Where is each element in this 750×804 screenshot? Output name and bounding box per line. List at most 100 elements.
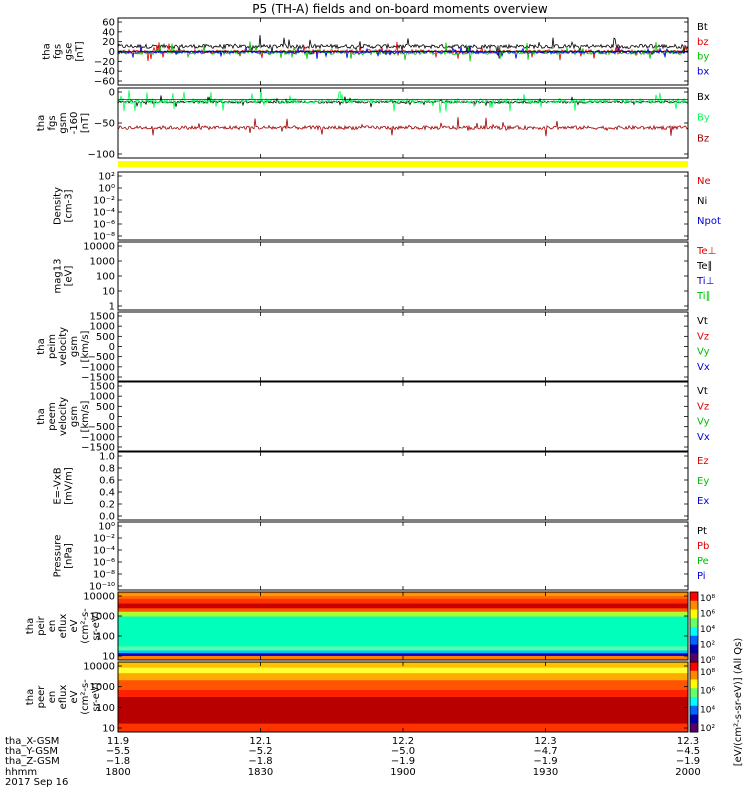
heatmap-band xyxy=(118,646,688,651)
y-tick-label: −1000 xyxy=(81,432,115,443)
y-tick-label: 10 xyxy=(102,724,115,735)
y-axis-label-line: [km/s] xyxy=(80,330,91,362)
legend-By: By xyxy=(697,113,710,124)
y-tick-label: 10000 xyxy=(83,242,115,253)
y-axis-label-line: peir xyxy=(36,615,47,635)
y-axis-label-line: eflux xyxy=(58,614,69,639)
y-axis-label: tha peem velocity gsm [km/s] xyxy=(36,397,91,436)
series-line-Bz xyxy=(117,117,689,137)
y-axis-label: tha peir en eflux eV (cm²-s-sr-eV) xyxy=(25,608,102,644)
heatmap-band xyxy=(118,667,688,674)
y-axis-label-line: gse xyxy=(64,43,75,61)
y-tick-label: 1000 xyxy=(90,392,115,403)
y-axis-label-line: [nT] xyxy=(80,113,91,133)
colorbar-tick-label: 10⁸ xyxy=(700,594,715,604)
legend-Vt: Vt xyxy=(697,386,708,397)
heatmap-band xyxy=(118,673,688,681)
series-line-By xyxy=(117,88,689,113)
y-axis-label-line: eV xyxy=(69,690,80,703)
y-axis-label: tha fgs gsm -160 [nT] xyxy=(36,112,91,135)
y-tick-label: 10⁻⁴ xyxy=(93,208,115,219)
heatmap-band xyxy=(118,650,688,654)
y-axis-label-line: gsm xyxy=(58,112,69,133)
x-tick-label: −1.8 xyxy=(106,756,130,767)
y-tick-label: 1.0 xyxy=(99,452,115,463)
y-axis-label-line: tha xyxy=(36,408,47,424)
legend-Te⊥: Te⊥ xyxy=(696,246,716,257)
x-row-label: hhmm xyxy=(5,767,37,778)
x-tick-label: −1.8 xyxy=(248,756,272,767)
heatmap-band xyxy=(118,653,688,657)
x-tick-label: 12.3 xyxy=(534,736,556,747)
y-tick-label: −20 xyxy=(94,57,115,68)
heatmap-band xyxy=(118,680,688,691)
heatmap-band xyxy=(118,611,688,617)
x-tick-label: 1830 xyxy=(248,767,273,778)
legend-Bx: Bx xyxy=(697,92,710,103)
x-tick-label: −1.9 xyxy=(391,756,415,767)
legend-Bz: Bz xyxy=(697,133,709,144)
colorbar-tick-label: 10⁶ xyxy=(700,610,715,620)
heatmap-band xyxy=(118,690,688,698)
legend-Pt: Pt xyxy=(697,526,707,537)
panel-frame xyxy=(117,451,689,521)
y-axis-label-line: en xyxy=(47,691,58,704)
y-tick-label: 1000 xyxy=(90,322,115,333)
legend-Ex: Ex xyxy=(697,496,709,507)
x-tick-label: −5.0 xyxy=(391,746,415,757)
heatmap-band xyxy=(118,596,688,600)
y-axis-label-line: mag13 xyxy=(53,259,64,294)
legend-Ni: Ni xyxy=(697,196,707,207)
y-tick-label: 500 xyxy=(96,402,115,413)
y-tick-label: 10² xyxy=(98,172,115,183)
x-row-label: tha_Z-GSM xyxy=(5,756,60,767)
colorbar-tick-label: 10⁸ xyxy=(700,668,715,678)
y-axis-label: tha peer en eflux eV (cm²-s-sr-eV) xyxy=(25,679,102,715)
legend-Vy: Vy xyxy=(697,417,710,428)
y-tick-label: 1000 xyxy=(90,682,115,693)
colorbar-segment xyxy=(690,662,698,672)
y-tick-label: −1500 xyxy=(81,443,115,454)
legend-Vx: Vx xyxy=(697,432,710,443)
y-axis-label-line: fgs xyxy=(47,115,58,130)
colorbar-segment xyxy=(690,635,698,645)
x-row-label: tha_Y-GSM xyxy=(5,746,58,757)
y-tick-label: 20 xyxy=(102,37,115,48)
y-tick-label: −50 xyxy=(94,119,115,130)
date-label: 2017 Sep 16 xyxy=(5,777,68,788)
legend-Bt: Bt xyxy=(697,22,708,33)
y-tick-label: −500 xyxy=(88,422,115,433)
y-tick-label: 60 xyxy=(102,18,115,29)
legend-Ti∥: Ti∥ xyxy=(696,291,711,302)
colorbar-segment xyxy=(690,600,698,610)
x-axis-labels: tha_X-GSMtha_Y-GSMtha_Z-GSMhhmm11.9−5.5−… xyxy=(5,736,701,778)
y-axis-label-line: gsm xyxy=(69,336,80,357)
y-tick-label: 1000 xyxy=(90,612,115,623)
y-tick-label: 10⁻⁴ xyxy=(93,546,115,557)
y-tick-label: 10⁰ xyxy=(98,184,115,195)
legend-Pb: Pb xyxy=(697,541,709,552)
y-tick-label: 10⁻⁸ xyxy=(93,570,115,581)
series-line-Bt xyxy=(117,34,689,59)
y-tick-label: 1500 xyxy=(90,382,115,393)
colorbar-segment xyxy=(690,644,698,654)
page-title: P5 (TH-A) fields and on-board moments ov… xyxy=(252,2,548,16)
y-axis-label-line: velocity xyxy=(58,397,69,436)
y-axis-label: Pressure [nPa] xyxy=(53,535,75,578)
y-axis-label-line: peem xyxy=(47,402,58,430)
legend-Pi: Pi xyxy=(697,571,706,582)
y-tick-label: 0.6 xyxy=(99,476,115,487)
x-tick-label: −4.5 xyxy=(676,746,700,757)
legend-Npot: Npot xyxy=(697,216,721,227)
y-tick-label: 0.0 xyxy=(99,512,115,523)
y-tick-label: 10 xyxy=(102,652,115,663)
legend-Vz: Vz xyxy=(697,331,709,342)
y-axis-label-line: tha xyxy=(25,618,36,634)
x-tick-label: −5.5 xyxy=(106,746,130,757)
x-tick-label: −1.9 xyxy=(676,756,700,767)
colorbar-segment xyxy=(690,688,698,698)
y-tick-label: 0 xyxy=(109,47,115,58)
